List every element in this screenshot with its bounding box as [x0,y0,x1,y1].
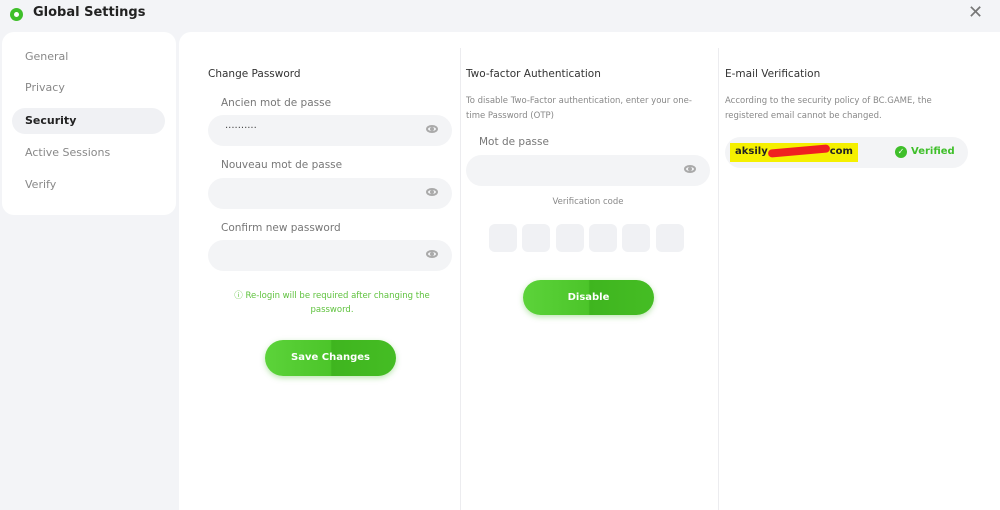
code-digit-input[interactable] [522,224,550,252]
sidebar-item-active-sessions[interactable]: Active Sessions [25,146,111,159]
sidebar-item-general[interactable]: General [25,50,69,63]
new-password-label: Nouveau mot de passe [221,159,343,171]
change-password-title: Change Password [208,68,301,80]
old-password-input[interactable]: ·········· [208,115,452,146]
code-digit-input[interactable] [622,224,650,252]
relogin-note-text: Re-login will be required after changing… [245,291,430,315]
email-field: aksily com ✓ Verified [725,137,968,168]
old-password-label: Ancien mot de passe [221,97,332,109]
sidebar-item-privacy[interactable]: Privacy [25,81,65,94]
verified-badge: Verified [911,146,955,157]
code-digit-input[interactable] [489,224,517,252]
email-description: According to the security policy of BC.G… [725,96,932,121]
main-panel [179,32,1000,510]
check-circle-icon: ✓ [895,146,907,158]
eye-icon[interactable] [426,125,438,133]
code-digit-input[interactable] [589,224,617,252]
otp-password-input[interactable] [466,155,710,186]
confirm-password-input[interactable] [208,240,452,271]
otp-password-label: Mot de passe [479,136,549,148]
divider [460,48,461,510]
disable-2fa-button[interactable]: Disable [523,280,654,315]
eye-icon[interactable] [426,250,438,258]
confirm-password-label: Confirm new password [221,222,341,234]
close-icon[interactable]: ✕ [968,2,984,23]
window-title: Global Settings [33,5,146,20]
code-digit-input[interactable] [556,224,584,252]
eye-icon[interactable] [684,165,696,173]
old-password-value: ·········· [225,123,257,134]
divider [718,48,719,510]
email-value: aksily com [730,143,858,162]
code-digit-input[interactable] [656,224,684,252]
two-factor-title: Two-factor Authentication [466,68,601,80]
email-start: aksily [735,146,768,157]
app-logo [10,8,23,21]
email-end: com [829,146,853,157]
verification-code-label: Verification code [552,197,624,207]
sidebar-item-verify[interactable]: Verify [25,178,57,191]
email-verification-title: E-mail Verification [725,68,821,80]
two-factor-description: To disable Two-Factor authentication, en… [466,96,692,121]
relogin-note: ⓘ Re-login will be required after changi… [222,289,442,317]
redaction-scribble [767,144,830,158]
eye-icon[interactable] [426,188,438,196]
sidebar-item-security[interactable]: Security [12,108,165,134]
sidebar: General Privacy Security Active Sessions… [2,32,176,215]
info-icon: ⓘ [234,291,246,301]
save-changes-button[interactable]: Save Changes [265,340,396,376]
new-password-input[interactable] [208,178,452,209]
